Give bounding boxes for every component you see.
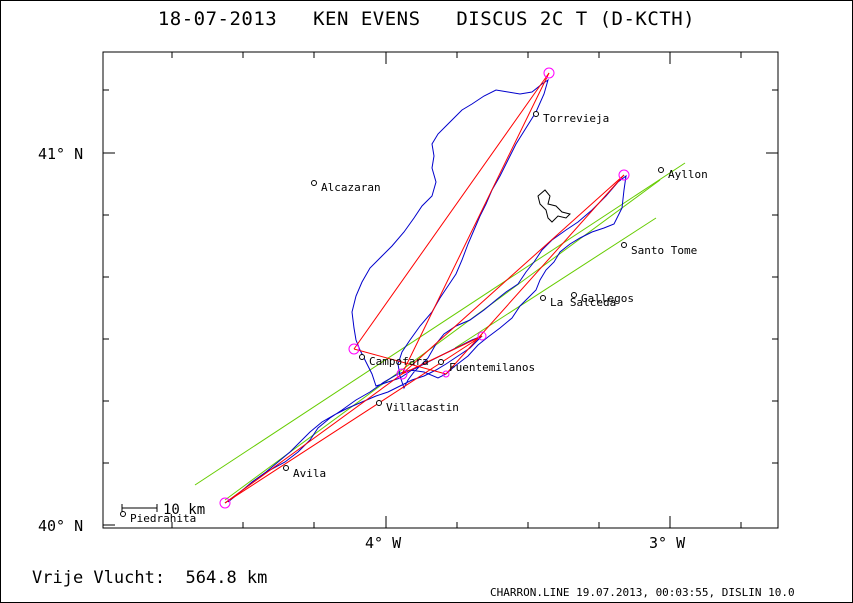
place-label-alcazaran: Alcazaran	[321, 181, 381, 194]
place-labels: Torrevieja Ayllon Alcazaran Santo Tome G…	[130, 112, 708, 525]
footer-info: CHARRON.LINE 19.07.2013, 00:03:55, DISLI…	[490, 586, 795, 599]
place-label-la-salceda: La Salceda	[550, 296, 616, 309]
place-label-torrevieja: Torrevieja	[543, 112, 609, 125]
reservoir-outline	[537, 189, 571, 223]
place-marker-la-salceda	[540, 295, 546, 301]
place-marker-campofara	[359, 354, 365, 360]
task-legs	[224, 72, 625, 504]
map-plot-area	[102, 51, 779, 529]
place-marker-ayllon	[658, 167, 664, 173]
place-markers	[120, 111, 664, 517]
place-marker-torrevieja	[533, 111, 539, 117]
place-label-piedrahita: Piedrahita	[130, 512, 196, 525]
place-marker-avila	[283, 465, 289, 471]
distance-label: Vrije Vlucht: 564.8 km	[32, 568, 268, 588]
place-label-avila: Avila	[293, 467, 326, 480]
place-marker-fuentemilanos	[438, 359, 444, 365]
place-marker-alcazaran	[311, 180, 317, 186]
lon-ticks	[171, 52, 742, 528]
lat-label-41: 41° N	[38, 145, 83, 163]
turnpoint-marker	[396, 368, 408, 380]
lon-label-4w: 4° W	[365, 534, 402, 552]
place-marker-piedrahita	[120, 511, 126, 517]
scale-bar	[121, 504, 158, 512]
place-marker-gallegos	[571, 292, 577, 298]
place-label-villacastin: Villacastin	[386, 401, 459, 414]
place-marker-villacastin	[376, 400, 382, 406]
turnpoint-marker	[543, 67, 555, 79]
place-label-santo-tome: Santo Tome	[631, 244, 697, 257]
turnpoint-marker	[477, 331, 487, 341]
turnpoint-marker	[219, 497, 231, 509]
lat-label-40: 40° N	[38, 517, 83, 535]
place-marker-santo-tome	[621, 242, 627, 248]
page-title: 18-07-2013 KEN EVENS DISCUS 2C T (D-KCTH…	[157, 8, 696, 30]
place-label-gallegos: Gallegos	[581, 292, 634, 305]
flight-track	[224, 78, 627, 504]
lon-label-3w: 3° W	[649, 534, 686, 552]
place-label-campofara: Campofara	[369, 355, 429, 368]
place-label-ayllon: Ayllon	[668, 168, 708, 181]
turnpoint-marker	[618, 169, 630, 181]
turnpoint-marker	[348, 343, 360, 355]
scale-bar-label: 10 km	[163, 502, 205, 518]
sector-lines	[194, 162, 686, 501]
turnpoint-markers	[219, 67, 630, 509]
turnpoint-marker	[442, 370, 450, 378]
place-label-fuentemilanos: Fuentemilanos	[449, 361, 535, 374]
lat-ticks	[103, 89, 778, 526]
